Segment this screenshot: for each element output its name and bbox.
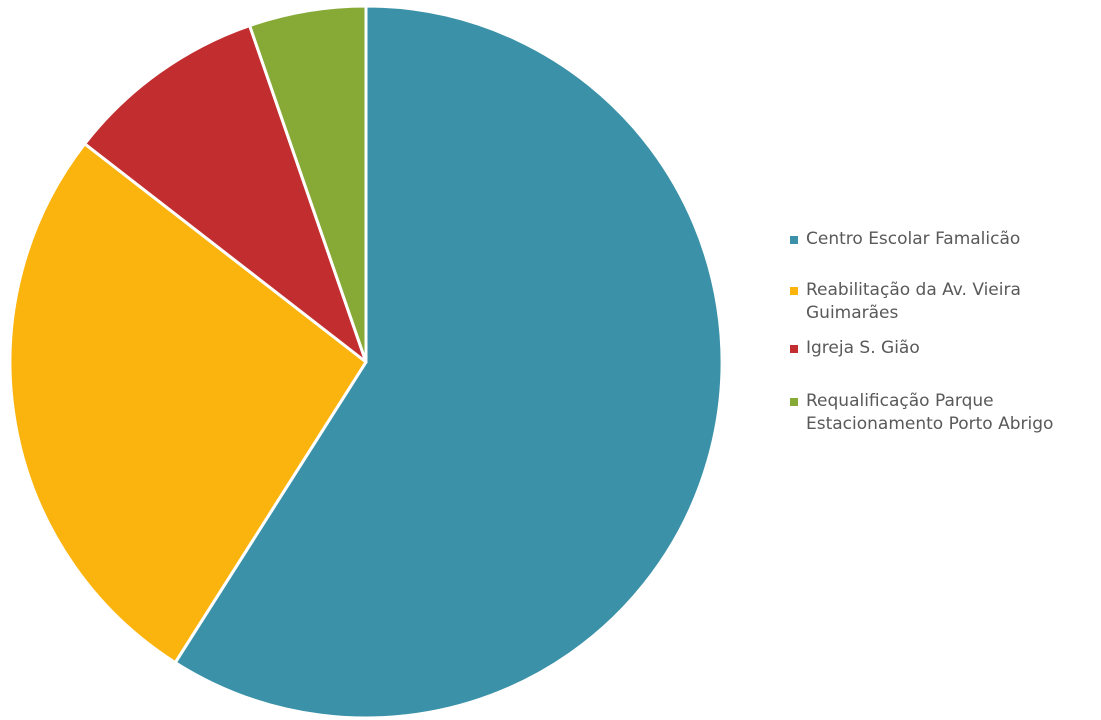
- legend-item: Requalificação Parque Estacionamento Por…: [790, 390, 1095, 436]
- pie-slice-1: [173, 4, 724, 720]
- legend: Centro Escolar Famalicão Reabilitação da …: [790, 228, 1095, 436]
- legend-swatch: [790, 287, 798, 295]
- pie-slices: [8, 4, 724, 720]
- legend-label: Reabilitação da Av. Vieira Guimarães: [806, 280, 1021, 323]
- legend-item: Centro Escolar Famalicão: [790, 228, 1095, 251]
- legend-swatch: [790, 236, 798, 244]
- legend-item: Reabilitação da Av. Vieira Guimarães: [790, 279, 1095, 325]
- pie-slice-4: [248, 4, 368, 364]
- pie-slice-3: [83, 24, 368, 364]
- legend-label: Igreja S. Gião: [806, 338, 920, 358]
- legend-label: Requalificação Parque Estacionamento Por…: [806, 391, 1054, 434]
- legend-label: Centro Escolar Famalicão: [806, 229, 1021, 249]
- legend-item: Igreja S. Gião: [790, 337, 1095, 360]
- legend-swatch: [790, 398, 798, 406]
- pie-slice-2: [8, 142, 368, 665]
- legend-swatch: [790, 345, 798, 353]
